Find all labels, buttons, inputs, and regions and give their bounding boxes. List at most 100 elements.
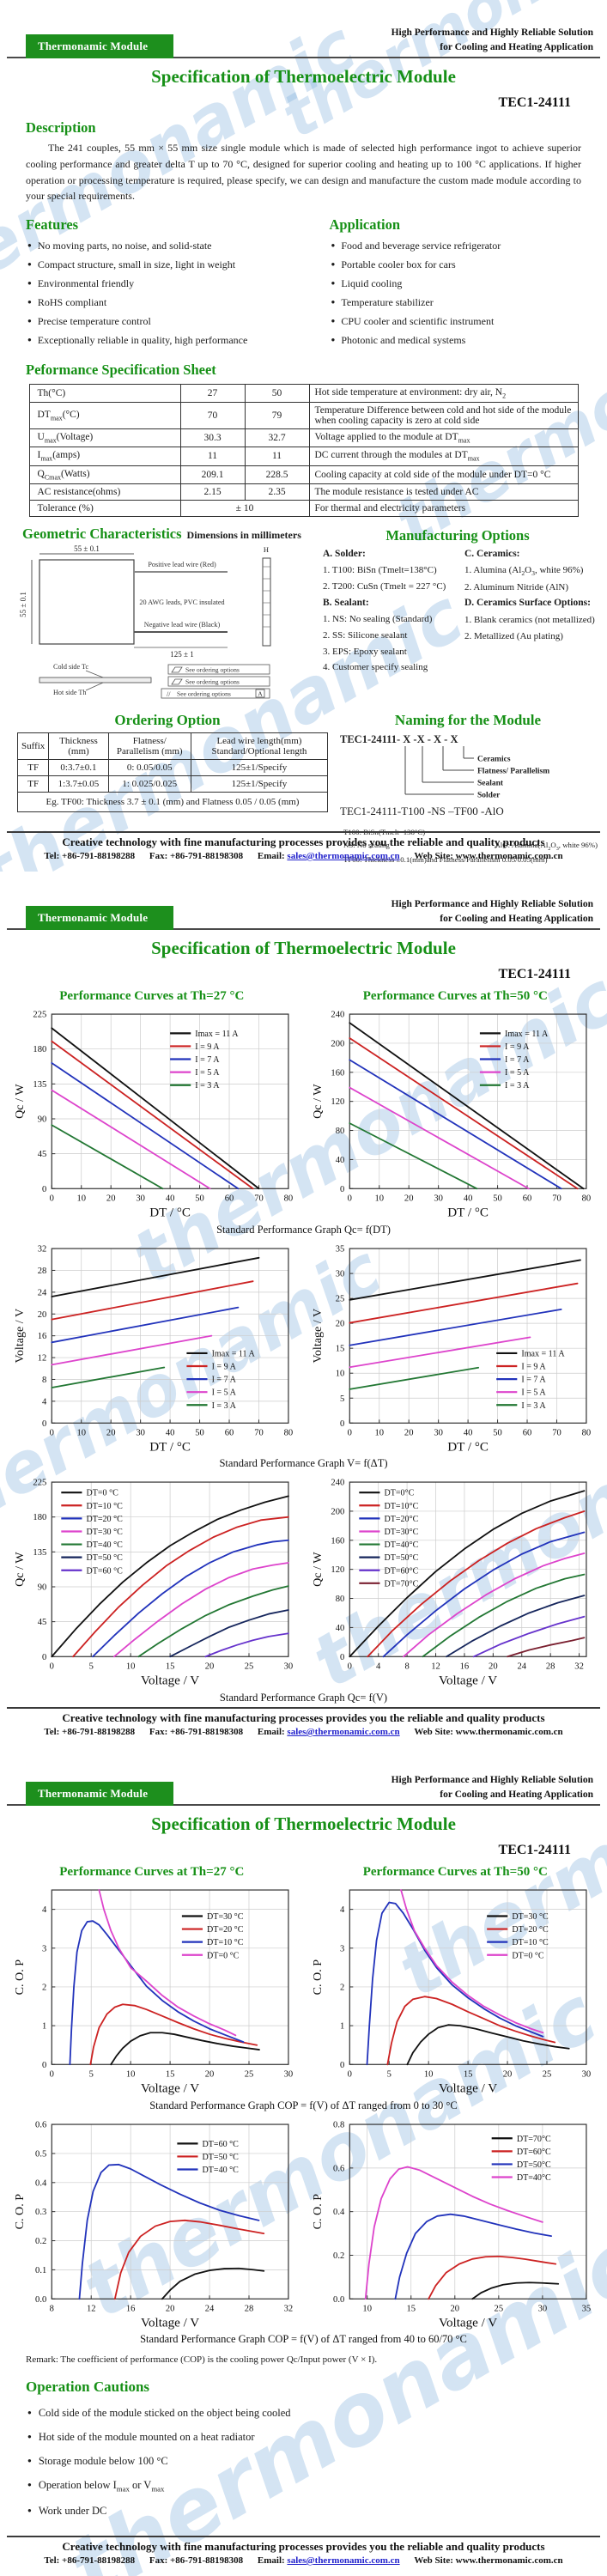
svg-text:120: 120 [331, 1566, 344, 1576]
svg-text:DT=10 °C: DT=10 °C [207, 1939, 244, 1948]
svg-text:0.4: 0.4 [333, 2208, 345, 2217]
svg-text:0: 0 [50, 1662, 54, 1672]
svg-text:28: 28 [38, 1267, 47, 1276]
svg-text:125 ± 1: 125 ± 1 [170, 650, 193, 659]
svg-text:DT=60°C: DT=60°C [384, 1567, 418, 1577]
mfg-item: 2. Aluminum Nitride (AlN) [464, 581, 568, 592]
svg-text:20: 20 [404, 1428, 414, 1437]
operation-cautions-heading: Operation Cautions [26, 2379, 150, 2396]
svg-text:DT=50 °C: DT=50 °C [86, 1554, 123, 1564]
chart-qc-vs-dt-th27: 0 10 20 30 40 50 60 70 80 0 45 90 135 180 225 Imax = 11… [12, 1005, 297, 1222]
chart-qc-vs-v-th50: 0 4 8 12 16 20 24 28 32 0 40 80 120 160 200 240 DT=0°C DT… [310, 1473, 595, 1690]
ordering-example: Eg. TF00: Thickness 3.7 ± 0.1 (mm) and F… [17, 791, 328, 812]
svg-text:30: 30 [336, 1269, 345, 1279]
svg-text:I = 5 A: I = 5 A [521, 1388, 546, 1398]
list-item: Environmental friendly [27, 277, 304, 290]
cell: 0:3.7±0.1 [48, 758, 109, 776]
svg-text:I = 9 A: I = 9 A [195, 1042, 220, 1052]
svg-text:Imax = 11 A: Imax = 11 A [505, 1030, 549, 1039]
table-row: Tolerance (%) ± 10 For thermal and elect… [28, 499, 579, 517]
svg-text:50: 50 [195, 1194, 204, 1204]
mfg-item: 1. NS: No sealing (Standard) [323, 614, 433, 625]
svg-text:0: 0 [348, 1662, 352, 1672]
svg-text:Negative lead wire (Black): Negative lead wire (Black) [144, 621, 221, 629]
svg-text:20: 20 [489, 1662, 498, 1672]
svg-text:55 ± 0.1: 55 ± 0.1 [74, 544, 100, 553]
mfg-item: 1. T100: BiSn (Tmelt=138°C) [323, 565, 437, 576]
spec-param: Th(°C) [28, 383, 181, 404]
svg-text:0: 0 [42, 1419, 46, 1429]
spec-param: QCmax(Watts) [28, 465, 181, 484]
svg-text:10: 10 [374, 1194, 384, 1204]
module-dimension-diagram: 55 ± 0.1 55 ± 0.1 Positive lead wire (Re… [19, 544, 271, 699]
chart-title-th50: Performance Curves at Th=50 °C [362, 989, 548, 1004]
svg-text:30: 30 [538, 2304, 548, 2313]
svg-text:24: 24 [205, 2304, 215, 2313]
spec-value-50: 11 [244, 447, 310, 466]
features-heading: Features [26, 216, 79, 233]
table-row: Eg. TF00: Thickness 3.7 ± 0.1 (mm) and F… [17, 791, 328, 812]
svg-text:Voltage / V: Voltage / V [141, 2316, 199, 2330]
email-link[interactable]: sales@thermonamic.com.cn [287, 1727, 400, 1737]
svg-text:80: 80 [336, 1595, 345, 1604]
svg-text:225: 225 [33, 1479, 46, 1488]
svg-text:I = 7 A: I = 7 A [521, 1375, 546, 1384]
svg-text:0.4: 0.4 [35, 2178, 47, 2188]
doc-title: Specification of Thermoelectric Module [151, 66, 456, 88]
svg-text:DT=20 °C: DT=20 °C [207, 1925, 244, 1935]
svg-text:0: 0 [42, 2061, 46, 2070]
email-link[interactable]: sales@thermonamic.com.cn [287, 851, 400, 861]
spec-desc: Cooling capacity at cold side of the mod… [308, 465, 579, 484]
footer-contact: Tel: +86-791-88198288 Fax: +86-791-88198… [0, 851, 607, 861]
svg-text:I = 5 A: I = 5 A [212, 1388, 237, 1398]
svg-text:C. O. P: C. O. P [311, 1959, 325, 1996]
svg-text:200: 200 [331, 1508, 344, 1517]
page-2: thermonamic thermonamic thermonamic Ther… [0, 872, 607, 1747]
cell: 0: 0.05/0.05 [107, 758, 191, 776]
svg-text:0.6: 0.6 [35, 2120, 46, 2129]
page-header: Thermonamic Module High Performance and … [7, 0, 600, 59]
email-link[interactable]: sales@thermonamic.com.cn [287, 2555, 400, 2566]
svg-text:0.5: 0.5 [35, 2149, 46, 2159]
svg-text:30: 30 [434, 1428, 443, 1437]
svg-text:0: 0 [340, 1419, 344, 1429]
svg-text:40: 40 [166, 1428, 175, 1437]
spec-value-50: 228.5 [244, 465, 310, 484]
footer-contact: Tel: +86-791-88198288 Fax: +86-791-88198… [0, 1727, 607, 1737]
svg-text:60: 60 [523, 1194, 532, 1204]
svg-text:I = 9 A: I = 9 A [521, 1362, 546, 1371]
list-item: Work under DC [27, 2505, 607, 2518]
page-footer: Creative technology with fine manufactur… [0, 2536, 607, 2566]
svg-text:50: 50 [493, 1428, 502, 1437]
svg-text:Voltage / V: Voltage / V [13, 1308, 27, 1363]
cop-remark: Remark: The coefficient of performance (… [26, 2354, 378, 2366]
chart-caption: Standard Performance Graph COP = f(V) of… [149, 2099, 458, 2111]
svg-text:16: 16 [126, 2304, 136, 2313]
table-row: Th(°C) 27 50 Hot side temperature at env… [28, 383, 579, 404]
chart-cop-vs-v-th27-low-dt: 0 5 10 15 20 25 30 0 1 2 3 4 DT=30 °C DT=20 °C DT=10 °… [12, 1881, 297, 2098]
mfg-item: 1. Blank ceramics (not metallized) [464, 614, 595, 625]
list-item: Liquid cooling [331, 277, 607, 290]
svg-text:Voltage / V: Voltage / V [439, 2082, 497, 2096]
footer-email: Email: sales@thermonamic.com.cn [257, 2555, 400, 2566]
svg-text:DT=20°C: DT=20°C [384, 1515, 418, 1524]
application-list: Food and beverage service refrigerator P… [304, 240, 607, 347]
chart-caption: Standard Performance Graph Qc= f(DT) [216, 1223, 391, 1236]
svg-text:5: 5 [340, 1394, 344, 1404]
svg-text:DT=40°C: DT=40°C [384, 1540, 418, 1550]
list-item: Exceptionally reliable in quality, high … [27, 334, 304, 347]
geometric-manufacturing-section: Geometric Characteristics Dimensions in … [0, 520, 607, 705]
chart-title-th27: Performance Curves at Th=27 °C [59, 989, 245, 1004]
svg-text:DT / °C: DT / °C [447, 1440, 489, 1454]
footer-web: Web Site: www.thermonamic.com.cn [414, 2555, 563, 2566]
svg-text:DT=10 °C: DT=10 °C [86, 1502, 123, 1511]
svg-text:0: 0 [340, 1653, 344, 1662]
svg-text:0.1: 0.1 [35, 2266, 46, 2275]
spec-value-50: 2.35 [244, 483, 310, 501]
svg-text:DT / °C: DT / °C [447, 1206, 489, 1220]
svg-text:30: 30 [434, 1194, 443, 1204]
col-header: Thickness (mm) [48, 732, 109, 760]
svg-text:8: 8 [404, 1662, 409, 1672]
svg-text:5: 5 [387, 2070, 392, 2080]
svg-text:25: 25 [245, 2070, 254, 2080]
